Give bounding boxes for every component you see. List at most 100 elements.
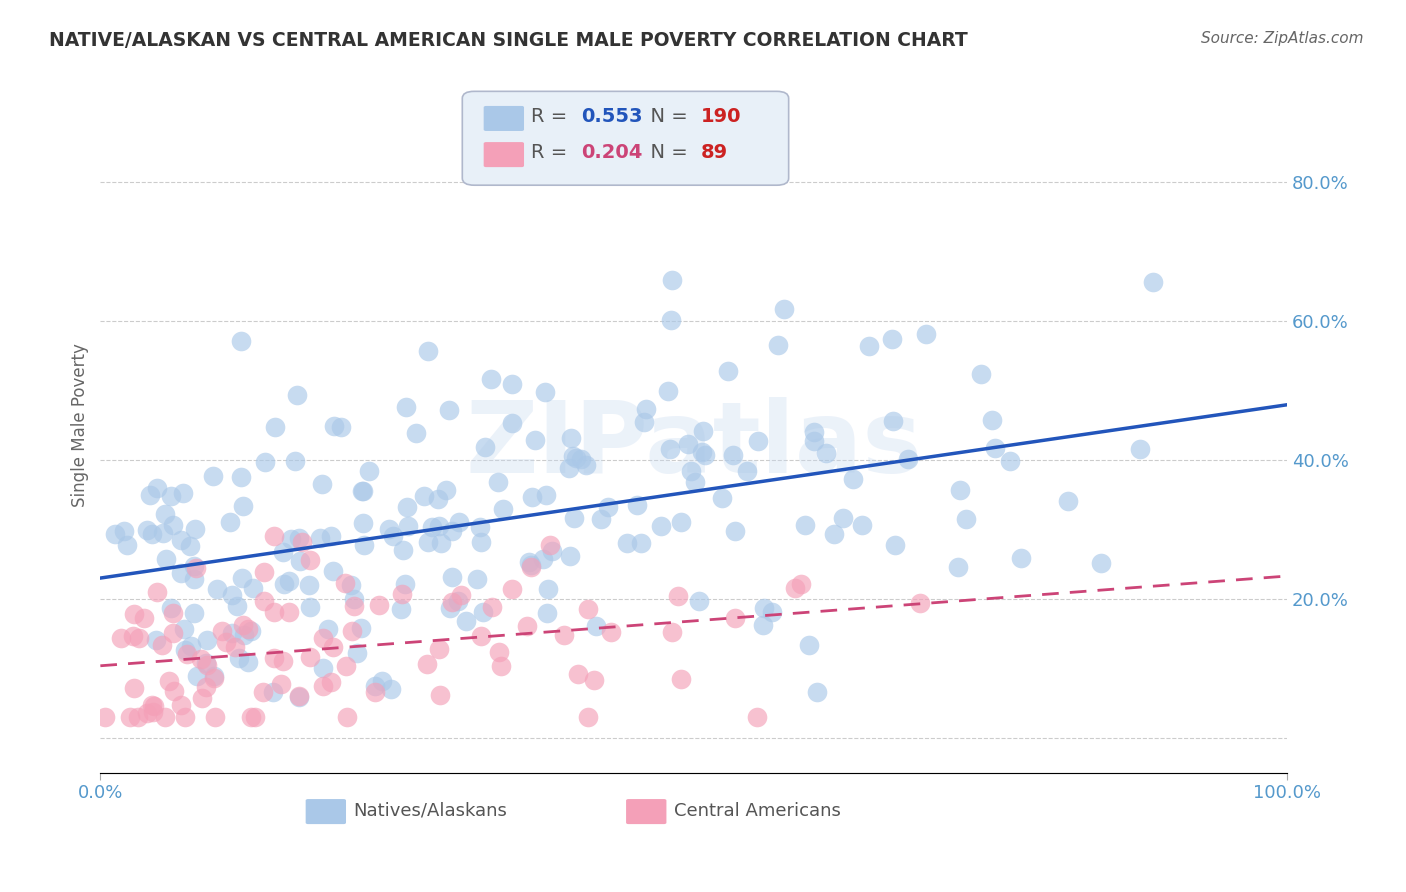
Point (311, 477, 333, 491)
Point (114, 524, 136, 538)
Point (880, 332, 903, 346)
Point (773, 301, 796, 316)
Point (263, 529, 285, 543)
Point (823, 526, 845, 541)
Point (679, 464, 702, 478)
Point (659, 313, 682, 327)
Point (162, 606, 184, 620)
Point (142, 705, 165, 719)
Point (910, 596, 932, 610)
Point (380, 681, 402, 696)
FancyBboxPatch shape (626, 799, 666, 824)
Point (785, 581, 807, 595)
Point (186, 668, 208, 682)
Text: 0.204: 0.204 (581, 143, 643, 161)
Point (128, 631, 150, 645)
Point (517, 555, 540, 569)
Point (298, 649, 321, 664)
Point (170, 566, 193, 581)
Point (747, 434, 769, 448)
Point (394, 577, 416, 591)
Point (557, 461, 579, 475)
Point (93, 710, 115, 724)
Point (422, 520, 444, 534)
Text: Central Americans: Central Americans (673, 802, 841, 820)
Point (232, 500, 254, 514)
Point (194, 656, 217, 670)
Point (335, 659, 357, 673)
Point (558, 549, 581, 563)
Point (538, 538, 561, 552)
Point (146, 585, 169, 599)
Point (322, 640, 344, 654)
Point (470, 534, 492, 549)
Point (439, 600, 461, 615)
Point (201, 468, 224, 483)
Point (427, 491, 450, 506)
Point (308, 532, 330, 546)
Point (346, 647, 368, 661)
Point (553, 628, 575, 642)
Point (803, 434, 825, 448)
Point (195, 633, 218, 648)
Point (441, 595, 464, 609)
Point (657, 384, 679, 398)
Point (172, 485, 194, 500)
Y-axis label: Single Male Poverty: Single Male Poverty (72, 343, 89, 507)
Point (350, 621, 373, 635)
Point (110, 632, 132, 646)
Point (174, 710, 197, 724)
Point (173, 622, 195, 636)
Point (202, 671, 225, 685)
Point (270, 676, 292, 690)
Point (183, 572, 205, 586)
Point (688, 594, 710, 608)
Point (583, 673, 606, 687)
Point (418, 344, 440, 359)
Point (661, 625, 683, 640)
Point (685, 475, 707, 490)
Point (721, 448, 744, 462)
Point (353, 538, 375, 552)
Point (229, 334, 252, 348)
Point (322, 564, 344, 578)
Point (626, 498, 648, 512)
Point (970, 368, 993, 382)
Point (392, 542, 415, 557)
Point (520, 560, 543, 574)
Point (288, 531, 311, 545)
Point (754, 600, 776, 615)
Point (391, 587, 413, 601)
Point (288, 554, 311, 568)
Point (501, 582, 523, 596)
FancyBboxPatch shape (484, 106, 524, 131)
Point (280, 532, 302, 546)
Point (221, 588, 243, 602)
Point (540, 543, 562, 558)
Point (735, 464, 758, 478)
Point (121, 629, 143, 643)
Point (427, 642, 450, 657)
Text: R =: R = (531, 107, 574, 126)
Point (471, 605, 494, 619)
Point (202, 669, 225, 683)
Point (253, 565, 276, 579)
Point (519, 558, 541, 572)
Point (232, 628, 254, 642)
Point (883, 538, 905, 552)
Point (536, 488, 558, 502)
Point (761, 606, 783, 620)
Point (531, 552, 554, 566)
Point (569, 451, 592, 466)
Text: N =: N = (638, 143, 695, 161)
Point (336, 710, 359, 724)
Point (418, 534, 440, 549)
Point (537, 582, 560, 596)
FancyBboxPatch shape (463, 91, 789, 186)
Point (231, 571, 253, 585)
Point (319, 674, 342, 689)
Point (377, 522, 399, 536)
Point (352, 483, 374, 498)
Point (562, 510, 585, 524)
Point (122, 681, 145, 695)
